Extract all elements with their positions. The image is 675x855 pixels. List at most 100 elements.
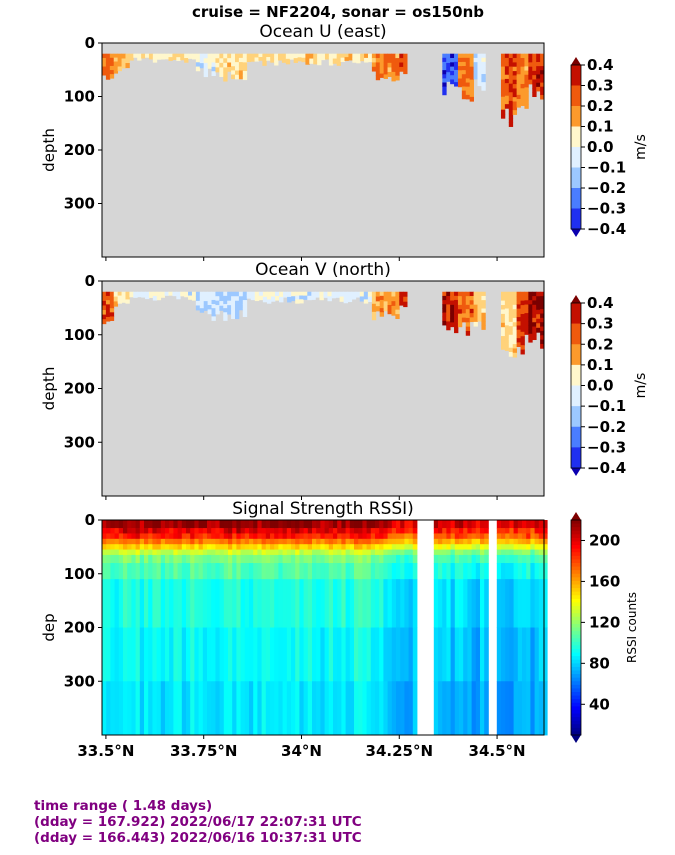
rssi-cell bbox=[375, 563, 380, 580]
velocity-cell bbox=[508, 330, 514, 336]
rssi-cell bbox=[471, 549, 477, 556]
velocity-cell bbox=[457, 291, 463, 297]
rssi-cell bbox=[123, 520, 128, 529]
velocity-cell bbox=[465, 57, 471, 63]
velocity-cell bbox=[442, 66, 447, 71]
rssi-cell bbox=[312, 533, 317, 540]
rssi-cell bbox=[509, 549, 514, 556]
velocity-cell bbox=[274, 295, 280, 301]
rssi-cell bbox=[450, 538, 456, 545]
rssi-cell bbox=[202, 538, 208, 545]
rssi-cell bbox=[211, 528, 216, 534]
velocity-cell bbox=[528, 308, 533, 314]
rssi-cell bbox=[459, 554, 464, 564]
rssi-cell bbox=[253, 627, 258, 682]
rssi-cell bbox=[349, 579, 355, 628]
velocity-cell bbox=[512, 322, 518, 328]
velocity-cell bbox=[504, 342, 510, 347]
rssi-cell bbox=[123, 528, 128, 534]
velocity-cell bbox=[297, 57, 302, 62]
velocity-cell bbox=[391, 291, 396, 297]
rssi-cell bbox=[160, 538, 166, 545]
rssi-cell bbox=[169, 549, 174, 556]
colorbar-tick-label: 0.0 bbox=[587, 377, 614, 395]
rssi-cell bbox=[354, 544, 359, 550]
velocity-cell bbox=[355, 291, 361, 298]
rssi-cell bbox=[169, 520, 174, 529]
rssi-cell bbox=[463, 549, 468, 556]
rssi-cell bbox=[219, 554, 225, 564]
velocity-cell bbox=[500, 96, 506, 102]
rssi-cell bbox=[240, 554, 246, 564]
rssi-cell bbox=[265, 544, 271, 550]
velocity-cell bbox=[454, 320, 459, 325]
rssi-cell bbox=[387, 579, 393, 628]
velocity-cell bbox=[450, 317, 455, 323]
rssi-cell bbox=[244, 549, 250, 556]
rssi-cell bbox=[274, 681, 279, 736]
velocity-cell bbox=[442, 53, 447, 59]
rssi-cell bbox=[223, 533, 229, 540]
velocity-cell bbox=[512, 296, 518, 301]
rssi-cell bbox=[396, 533, 401, 540]
velocity-cell bbox=[391, 310, 396, 316]
velocity-cell bbox=[516, 308, 521, 314]
rssi-cell bbox=[509, 533, 514, 540]
rssi-cell bbox=[198, 538, 204, 545]
rssi-cell bbox=[530, 544, 535, 550]
velocity-cell bbox=[532, 309, 537, 314]
rssi-cell bbox=[370, 544, 376, 550]
velocity-cell bbox=[508, 334, 514, 340]
rssi-cell bbox=[501, 554, 506, 564]
rssi-cell bbox=[114, 538, 120, 545]
rssi-cell bbox=[534, 579, 540, 628]
rssi-cell bbox=[152, 681, 157, 736]
rssi-cell bbox=[383, 528, 388, 534]
velocity-cell bbox=[207, 309, 212, 315]
velocity-cell bbox=[102, 296, 107, 302]
velocity-cell bbox=[450, 70, 455, 76]
rssi-cell bbox=[484, 554, 489, 564]
velocity-cell bbox=[379, 69, 385, 74]
rssi-cell bbox=[261, 681, 267, 736]
velocity-cell bbox=[524, 296, 529, 301]
rssi-cell bbox=[375, 554, 380, 564]
rssi-cell bbox=[240, 681, 246, 736]
rssi-cell bbox=[165, 681, 170, 736]
velocity-cell bbox=[250, 57, 255, 62]
rssi-cell bbox=[286, 528, 292, 534]
velocity-cell bbox=[446, 304, 451, 310]
velocity-cell bbox=[469, 308, 474, 314]
velocity-cell bbox=[481, 316, 486, 322]
rssi-cell bbox=[286, 627, 292, 682]
rssi-cell bbox=[240, 520, 246, 529]
velocity-cell bbox=[168, 291, 173, 296]
rssi-cell bbox=[207, 627, 212, 682]
velocity-cell bbox=[536, 314, 541, 320]
rssi-cell bbox=[530, 538, 535, 545]
velocity-cell bbox=[454, 304, 459, 309]
velocity-cell bbox=[508, 300, 514, 306]
rssi-cell bbox=[190, 528, 195, 534]
colorbar-tick-label: 0.2 bbox=[587, 335, 614, 353]
velocity-cell bbox=[327, 291, 332, 297]
colorbar-step bbox=[571, 606, 581, 610]
rssi-cell bbox=[270, 681, 275, 736]
rssi-cell bbox=[123, 579, 128, 628]
rssi-cell bbox=[349, 520, 355, 529]
velocity-cell bbox=[199, 291, 205, 297]
rssi-cell bbox=[530, 520, 535, 529]
rssi-cell bbox=[127, 563, 132, 580]
colorbar-band bbox=[571, 344, 581, 366]
velocity-cell bbox=[442, 312, 447, 318]
velocity-cell bbox=[442, 295, 447, 301]
rssi-cell bbox=[253, 549, 258, 556]
velocity-cell bbox=[399, 58, 404, 63]
rssi-cell bbox=[534, 520, 540, 529]
rssi-cell bbox=[501, 549, 506, 556]
velocity-cell bbox=[457, 304, 463, 310]
velocity-cell bbox=[180, 291, 185, 297]
rssi-cell bbox=[102, 549, 107, 556]
rssi-cell bbox=[320, 681, 325, 736]
velocity-cell bbox=[254, 296, 260, 302]
